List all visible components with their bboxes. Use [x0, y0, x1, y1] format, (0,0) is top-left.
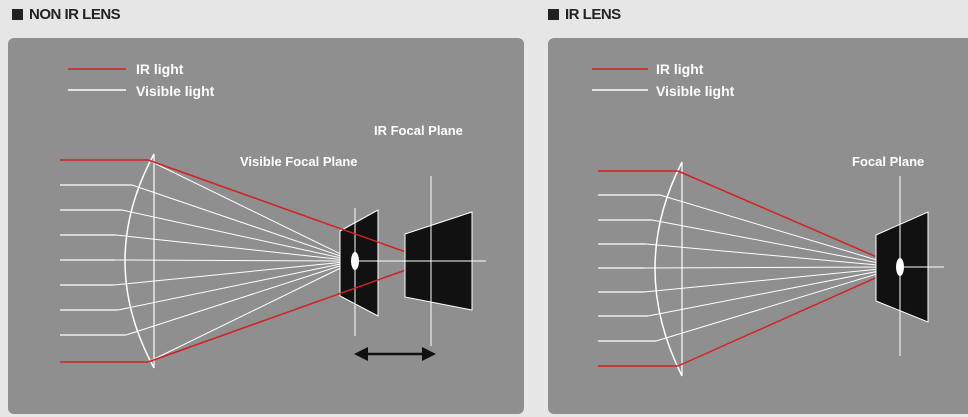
ir-lens-title-text: IR LENS: [565, 6, 621, 23]
visible-legend-label: Visible light: [656, 83, 735, 99]
converging-ir-ray-bottom: [677, 266, 901, 367]
focal-shift-arrow: [354, 347, 436, 361]
non-ir-lens-title-text: NON IR LENS: [29, 6, 121, 23]
visible-legend-label: Visible light: [136, 83, 215, 99]
converging-ir-ray-top: [677, 170, 901, 268]
ir-lens-panel: IR light Visible light Focal Plane: [548, 38, 968, 414]
incoming-visible-rays: [598, 194, 660, 342]
converging-ir-ray-top: [147, 159, 432, 262]
ir-legend-label: IR light: [656, 61, 704, 77]
non-ir-lens-diagram: IR light Visible light IR Focal Plane Vi…: [60, 61, 486, 369]
converging-visible-rays: [113, 159, 356, 363]
lens-curve: [654, 161, 683, 377]
ir-legend-label: IR light: [136, 61, 184, 77]
ir-lens-title: IR LENS: [548, 6, 621, 23]
incoming-visible-rays: [60, 184, 132, 336]
visible-focal-sensor: [339, 209, 379, 317]
focal-plane-label: Focal Plane: [852, 154, 924, 169]
lens-curve: [124, 153, 155, 369]
ir-lens-diagram: IR light Visible light Focal Plane: [592, 61, 944, 377]
ir-focal-plane-label: IR Focal Plane: [374, 123, 463, 138]
square-bullet-icon: [548, 9, 559, 20]
non-ir-lens-panel: IR light Visible light IR Focal Plane Vi…: [8, 38, 524, 414]
non-ir-lens-title: NON IR LENS: [12, 6, 121, 23]
square-bullet-icon: [12, 9, 23, 20]
converging-ir-ray-bottom: [147, 260, 432, 363]
visible-focal-plane-label: Visible Focal Plane: [240, 154, 358, 169]
